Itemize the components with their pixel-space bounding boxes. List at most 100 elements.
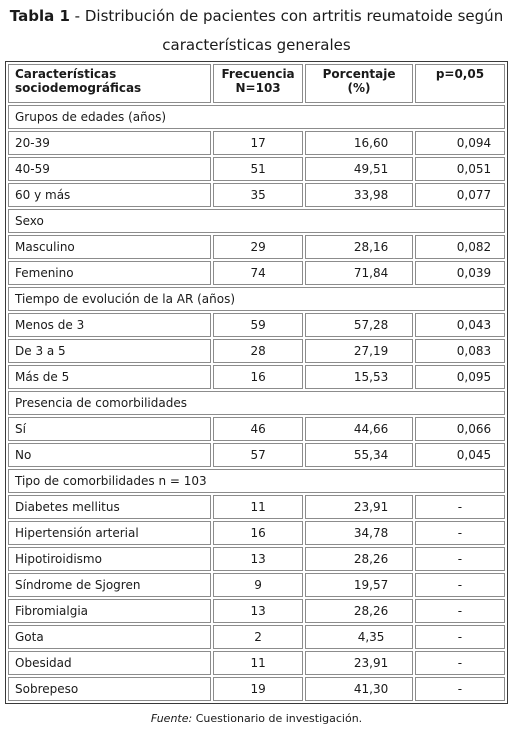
section-header-row: Sexo bbox=[8, 209, 505, 233]
table-row: Diabetes mellitus 11 23,91- bbox=[8, 495, 505, 519]
cell-p-value: 0,095 bbox=[414, 365, 505, 389]
table-row: 20-39 17 16,60 0,094 bbox=[8, 131, 505, 155]
cell-percentage: 71,84 bbox=[305, 261, 413, 285]
cell-frequency: 13 bbox=[212, 547, 304, 571]
cell-p-value: - bbox=[414, 651, 505, 675]
cell-percentage: 28,26 bbox=[305, 599, 413, 623]
cell-p-value: - bbox=[414, 495, 505, 519]
caption-separator: - bbox=[74, 7, 81, 25]
cell-p-value: 0,077 bbox=[414, 183, 505, 207]
cell-frequency: 11 bbox=[212, 495, 304, 519]
table-row: 40-59 51 49,51 0,051 bbox=[8, 157, 505, 181]
cell-label: Femenino bbox=[8, 261, 211, 285]
table-body: Grupos de edades (años) 20-39 17 16,60 0,094… bbox=[8, 105, 505, 701]
table-row: Menos de 3 59 57,28 0,043 bbox=[8, 313, 505, 337]
section-title: Presencia de comorbilidades bbox=[8, 391, 505, 415]
table-row: Gota 2 4,35- bbox=[8, 625, 505, 649]
cell-frequency: 46 bbox=[212, 417, 304, 441]
caption-line-2: características generales bbox=[162, 36, 351, 54]
cell-label: Fibromialgia bbox=[8, 599, 211, 623]
cell-p-value: 0,051 bbox=[414, 157, 505, 181]
cell-percentage: 23,91 bbox=[305, 651, 413, 675]
table-row: De 3 a 5 28 27,19 0,083 bbox=[8, 339, 505, 363]
cell-p-value: 0,039 bbox=[414, 261, 505, 285]
cell-label: Sí bbox=[8, 417, 211, 441]
cell-frequency: 28 bbox=[212, 339, 304, 363]
cell-percentage: 33,98 bbox=[305, 183, 413, 207]
table-row: Sobrepeso 19 41,30- bbox=[8, 677, 505, 701]
table-row: Femenino 74 71,84 0,039 bbox=[8, 261, 505, 285]
cell-label: Menos de 3 bbox=[8, 313, 211, 337]
table-row: Hipertensión arterial 16 34,78- bbox=[8, 521, 505, 545]
caption-line-1: Tabla 1 - Distribución de pacientes con … bbox=[0, 2, 513, 31]
cell-percentage: 16,60 bbox=[305, 131, 413, 155]
section-header-row: Tiempo de evolución de la AR (años) bbox=[8, 287, 505, 311]
cell-percentage: 28,16 bbox=[305, 235, 413, 259]
cell-label: 20-39 bbox=[8, 131, 211, 155]
header-frequency-line1: Frecuencia bbox=[221, 67, 295, 81]
cell-frequency: 16 bbox=[212, 365, 304, 389]
cell-percentage: 57,28 bbox=[305, 313, 413, 337]
cell-label: Síndrome de Sjogren bbox=[8, 573, 211, 597]
data-table: Características sociodemográficas Frecue… bbox=[5, 61, 508, 704]
table-row: Masculino 29 28,16 0,082 bbox=[8, 235, 505, 259]
section-header-row: Grupos de edades (años) bbox=[8, 105, 505, 129]
cell-percentage: 44,66 bbox=[305, 417, 413, 441]
header-characteristics: Características sociodemográficas bbox=[8, 64, 211, 103]
cell-p-value: - bbox=[414, 625, 505, 649]
table-row: No 57 55,34 0,045 bbox=[8, 443, 505, 467]
section-header-row: Presencia de comorbilidades bbox=[8, 391, 505, 415]
cell-p-value: 0,043 bbox=[414, 313, 505, 337]
table-row: Obesidad 11 23,91- bbox=[8, 651, 505, 675]
cell-frequency: 74 bbox=[212, 261, 304, 285]
source-note: Fuente: Cuestionario de investigación. bbox=[0, 712, 513, 725]
cell-percentage: 28,26 bbox=[305, 547, 413, 571]
cell-frequency: 9 bbox=[212, 573, 304, 597]
cell-frequency: 35 bbox=[212, 183, 304, 207]
cell-p-value: 0,082 bbox=[414, 235, 505, 259]
source-text: Cuestionario de investigación. bbox=[195, 712, 363, 725]
cell-label: Sobrepeso bbox=[8, 677, 211, 701]
cell-frequency: 11 bbox=[212, 651, 304, 675]
header-percentage: Porcentaje (%) bbox=[305, 64, 413, 103]
cell-label: Más de 5 bbox=[8, 365, 211, 389]
cell-p-value: 0,094 bbox=[414, 131, 505, 155]
header-percentage-line1: Porcentaje bbox=[322, 67, 396, 81]
cell-frequency: 13 bbox=[212, 599, 304, 623]
cell-label: Masculino bbox=[8, 235, 211, 259]
table-number: Tabla 1 bbox=[9, 7, 70, 25]
cell-percentage: 55,34 bbox=[305, 443, 413, 467]
cell-percentage: 23,91 bbox=[305, 495, 413, 519]
cell-percentage: 34,78 bbox=[305, 521, 413, 545]
cell-frequency: 29 bbox=[212, 235, 304, 259]
cell-p-value: - bbox=[414, 547, 505, 571]
header-frequency: Frecuencia N=103 bbox=[212, 64, 304, 103]
cell-percentage: 15,53 bbox=[305, 365, 413, 389]
cell-label: Hipotiroidismo bbox=[8, 547, 211, 571]
cell-label: 40-59 bbox=[8, 157, 211, 181]
table-container: Características sociodemográficas Frecue… bbox=[5, 61, 508, 704]
table-row: Síndrome de Sjogren 9 19,57- bbox=[8, 573, 505, 597]
cell-frequency: 16 bbox=[212, 521, 304, 545]
cell-p-value: 0,083 bbox=[414, 339, 505, 363]
cell-label: No bbox=[8, 443, 211, 467]
cell-frequency: 19 bbox=[212, 677, 304, 701]
table-caption: Tabla 1 - Distribución de pacientes con … bbox=[0, 0, 513, 60]
cell-frequency: 17 bbox=[212, 131, 304, 155]
cell-label: Obesidad bbox=[8, 651, 211, 675]
cell-percentage: 27,19 bbox=[305, 339, 413, 363]
cell-percentage: 4,35 bbox=[305, 625, 413, 649]
section-title: Sexo bbox=[8, 209, 505, 233]
section-header-row: Tipo de comorbilidades n = 103 bbox=[8, 469, 505, 493]
cell-label: Gota bbox=[8, 625, 211, 649]
cell-percentage: 49,51 bbox=[305, 157, 413, 181]
cell-frequency: 59 bbox=[212, 313, 304, 337]
section-title: Tiempo de evolución de la AR (años) bbox=[8, 287, 505, 311]
cell-frequency: 51 bbox=[212, 157, 304, 181]
header-frequency-line2: N=103 bbox=[235, 81, 281, 95]
cell-label: Hipertensión arterial bbox=[8, 521, 211, 545]
cell-p-value: - bbox=[414, 573, 505, 597]
cell-p-value: - bbox=[414, 521, 505, 545]
header-characteristics-line1: Características bbox=[15, 67, 117, 81]
